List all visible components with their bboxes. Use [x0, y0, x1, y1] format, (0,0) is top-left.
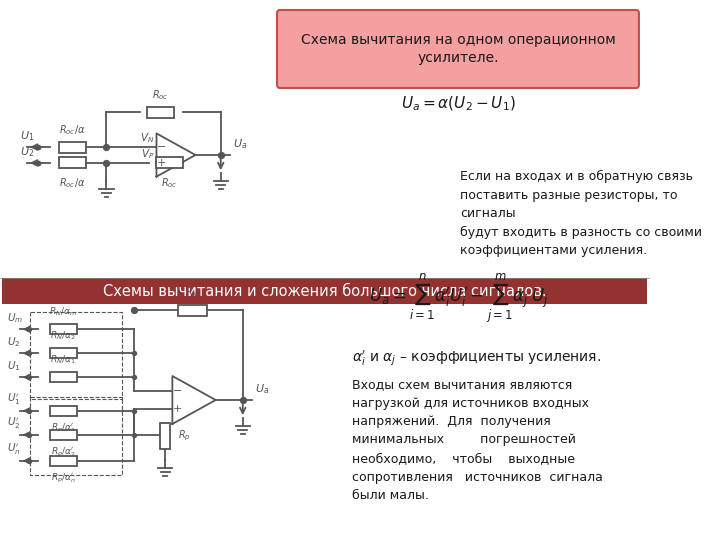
Point — [23, 373, 35, 382]
Text: $R_N/\alpha_m$: $R_N/\alpha_m$ — [49, 306, 77, 318]
Point — [127, 407, 139, 415]
Text: $R_N/\alpha_1$: $R_N/\alpha_1$ — [50, 354, 76, 366]
Text: $U_2$: $U_2$ — [7, 335, 21, 349]
Text: $U_a = \sum_{i=1}^{n} \alpha_i^{\prime} U_i^{\prime} - \sum_{j=1}^{m} \alpha_j\;: $U_a = \sum_{i=1}^{n} \alpha_i^{\prime} … — [369, 272, 548, 325]
Point — [23, 349, 35, 357]
Text: Схемы вычитания и сложения большого числа сигналов.: Схемы вычитания и сложения большого числ… — [103, 284, 546, 299]
Point — [32, 159, 44, 167]
Text: Если на входах и в обратную связь
поставить разные резисторы, то сигналы
будут в: Если на входах и в обратную связь постав… — [460, 170, 702, 257]
Text: $U_m$: $U_m$ — [7, 312, 23, 325]
Text: +: + — [173, 404, 182, 414]
Point — [32, 143, 44, 151]
FancyBboxPatch shape — [58, 158, 86, 168]
Text: $U_a = \alpha(U_2 - U_1)$: $U_a = \alpha(U_2 - U_1)$ — [401, 95, 516, 113]
Text: $U_a$: $U_a$ — [256, 382, 270, 396]
Point — [23, 407, 35, 415]
Text: $R_p/\alpha_1'$: $R_p/\alpha_1'$ — [50, 422, 76, 435]
Point — [23, 430, 35, 439]
FancyBboxPatch shape — [50, 348, 77, 358]
Point — [23, 325, 35, 334]
Text: $R_p$: $R_p$ — [178, 429, 191, 443]
FancyBboxPatch shape — [160, 423, 170, 449]
Point — [127, 430, 139, 439]
Text: $R_{oc}$: $R_{oc}$ — [153, 88, 169, 102]
Text: $V_P$: $V_P$ — [141, 147, 155, 161]
Text: −: − — [173, 386, 182, 396]
Text: $R_{oc}/\alpha$: $R_{oc}/\alpha$ — [59, 176, 86, 190]
Point — [23, 456, 35, 465]
Text: −: − — [157, 142, 166, 152]
Text: $U_a$: $U_a$ — [233, 137, 248, 151]
Point — [127, 373, 139, 382]
FancyBboxPatch shape — [147, 106, 174, 118]
Text: $V_N$: $V_N$ — [140, 131, 155, 145]
FancyBboxPatch shape — [58, 141, 86, 153]
Text: +: + — [157, 158, 166, 168]
Text: $R_{oc}$: $R_{oc}$ — [161, 176, 178, 190]
Point — [215, 151, 227, 159]
Text: $U_2'$: $U_2'$ — [7, 415, 21, 431]
Text: $R_N$: $R_N$ — [185, 285, 199, 299]
Text: $R_N/\alpha_2$: $R_N/\alpha_2$ — [50, 330, 76, 342]
FancyBboxPatch shape — [50, 324, 77, 334]
FancyBboxPatch shape — [50, 430, 77, 440]
Text: Входы схем вычитания являются
нагрузкой для источников входных
напряжений.  Для : Входы схем вычитания являются нагрузкой … — [352, 378, 603, 502]
FancyBboxPatch shape — [277, 10, 639, 88]
Text: $R_p/\alpha_2'$: $R_p/\alpha_2'$ — [50, 446, 76, 459]
Text: $\alpha_i^{\prime}$ и $\alpha_j$ – коэффициенты усиления.: $\alpha_i^{\prime}$ и $\alpha_j$ – коэфф… — [352, 348, 601, 368]
Point — [101, 143, 112, 151]
Text: $U_1'$: $U_1'$ — [7, 392, 21, 407]
Point — [127, 306, 139, 314]
Point — [127, 349, 139, 357]
Text: $U_n'$: $U_n'$ — [7, 441, 21, 457]
Text: $R_p/\alpha_n'$: $R_p/\alpha_n'$ — [50, 472, 76, 485]
FancyBboxPatch shape — [178, 305, 207, 315]
Text: Схема вычитания на одном операционном
усилителе.: Схема вычитания на одном операционном ус… — [301, 33, 616, 65]
Text: $R_{oc}/\alpha$: $R_{oc}/\alpha$ — [59, 123, 86, 137]
FancyBboxPatch shape — [2, 278, 647, 304]
Text: $U_2$: $U_2$ — [20, 145, 34, 159]
Text: $U_1$: $U_1$ — [20, 129, 35, 143]
Point — [237, 396, 248, 404]
Point — [101, 159, 112, 167]
FancyBboxPatch shape — [50, 456, 77, 466]
FancyBboxPatch shape — [50, 372, 77, 382]
FancyBboxPatch shape — [50, 406, 77, 416]
FancyBboxPatch shape — [156, 158, 183, 168]
Text: $U_1$: $U_1$ — [7, 360, 21, 373]
